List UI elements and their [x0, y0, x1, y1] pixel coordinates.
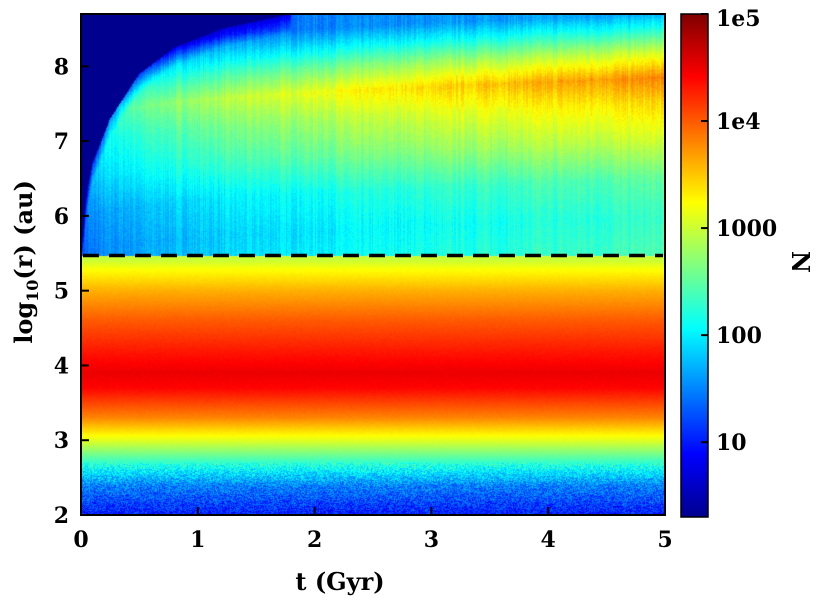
- colorbar-tick-label: 10: [716, 430, 747, 456]
- y-tick-label: 8: [54, 54, 69, 80]
- y-tick-label: 6: [54, 204, 69, 230]
- x-tick-label: 4: [541, 527, 556, 553]
- colorbar-label: N: [786, 251, 815, 273]
- plot-frame: [80, 13, 666, 516]
- heatmap-canvas: [81, 14, 665, 515]
- x-axis-label: t (Gyr): [295, 567, 384, 596]
- y-axis-ticks: 2 3 4 5 6 7 8: [54, 54, 89, 529]
- colorbar-tick-label: 1000: [716, 216, 777, 242]
- colorbar-ticks: 10 100 1000 1e4 1e5: [701, 6, 777, 456]
- heatmap-area: [81, 14, 665, 515]
- y-tick-label: 5: [54, 279, 69, 305]
- y-axis-label-base: log: [9, 302, 38, 344]
- x-tick-label: 0: [73, 527, 88, 553]
- x-tick-label: 3: [424, 527, 439, 553]
- y-tick-label: 4: [54, 353, 69, 379]
- colorbar-tick-label: 100: [716, 323, 762, 349]
- x-axis-ticks: 0 1 2 3 4 5: [73, 507, 673, 553]
- y-tick-label: 7: [54, 129, 69, 155]
- y-tick-label: 3: [54, 428, 69, 454]
- x-tick-label: 5: [657, 527, 672, 553]
- y-tick-label: 2: [54, 503, 69, 529]
- y-axis-label-rest: (r) (au): [9, 180, 38, 279]
- x-tick-label: 2: [307, 527, 322, 553]
- colorbar-tick-label: 1e5: [716, 6, 761, 32]
- colorbar: [680, 13, 709, 518]
- y-axis-label: log10(r) (au): [9, 180, 42, 344]
- colorbar-tick-label: 1e4: [716, 109, 761, 135]
- x-tick-label: 1: [190, 527, 205, 553]
- y-axis-label-subscript: 10: [23, 280, 42, 302]
